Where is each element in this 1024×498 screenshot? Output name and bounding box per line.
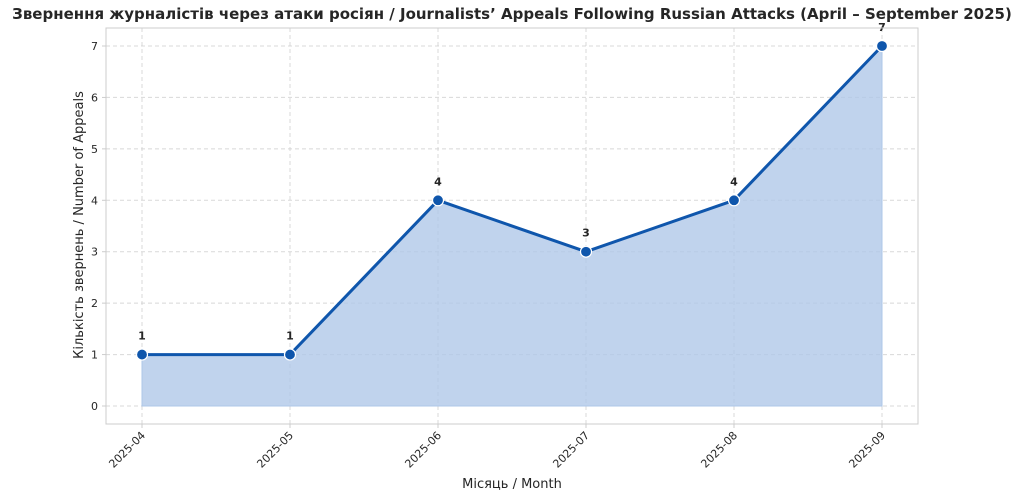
x-axis-ticks: 2025-04 2025-05 2025-06 2025-07 2025-08 2025-… — [106, 424, 888, 471]
line-layer — [140, 44, 884, 357]
y-tick-label: 6 — [91, 91, 98, 104]
x-axis-label: Місяць / Month — [462, 477, 562, 492]
y-axis-label: Кількість звернень / Number of Appeals — [72, 91, 87, 359]
marker-layer — [135, 39, 889, 361]
y-tick-label: 4 — [91, 194, 98, 207]
x-tick-label: 2025-08 — [698, 429, 740, 471]
y-tick-label: 2 — [91, 297, 98, 310]
data-point — [135, 348, 149, 361]
data-point — [727, 194, 741, 207]
x-tick-label: 2025-05 — [254, 429, 296, 471]
plot-frame — [105, 27, 919, 425]
x-tick-label: 2025-07 — [550, 429, 592, 471]
y-tick-label: 5 — [91, 143, 98, 156]
x-tick-label: 2025-09 — [846, 429, 888, 471]
y-tick-label: 3 — [91, 246, 98, 259]
data-point — [283, 348, 297, 361]
data-point — [431, 194, 445, 207]
data-label: 4 — [730, 175, 738, 188]
data-label: 4 — [434, 175, 442, 188]
y-tick-label: 1 — [91, 349, 98, 362]
x-tick-label: 2025-06 — [402, 429, 444, 471]
data-label: 1 — [286, 330, 294, 343]
data-point — [579, 245, 593, 258]
data-label: 1 — [138, 330, 146, 343]
chart-title: Звернення журналістів через атаки росіян… — [12, 5, 1012, 23]
data-point — [875, 39, 889, 53]
y-axis-ticks: 0 1 2 3 4 5 6 7 — [91, 40, 106, 413]
series-line — [140, 44, 884, 357]
y-tick-label: 7 — [91, 40, 98, 53]
y-tick-label: 0 — [91, 400, 98, 413]
x-tick-label: 2025-04 — [106, 429, 148, 471]
data-label: 3 — [582, 227, 590, 240]
